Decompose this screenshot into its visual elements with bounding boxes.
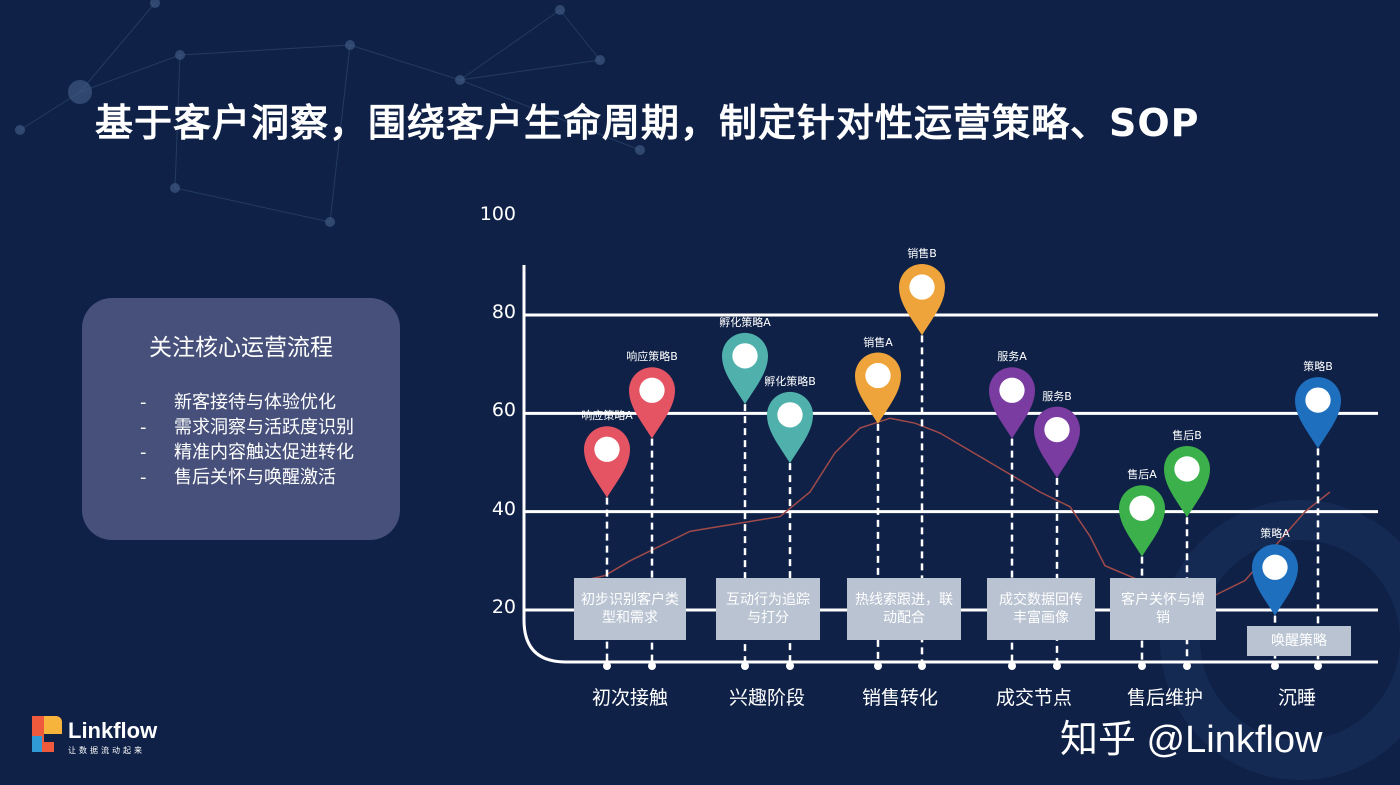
pin-hole [1174,456,1200,482]
focus-item: - 精准内容触达促进转化 [140,442,354,463]
pin-hole [732,343,758,369]
pin-label: 销售B [907,247,937,261]
pin-label: 策略B [1303,360,1333,374]
y-tick-label: 80 [491,301,516,323]
stage-description-box: 客户关怀与增销 [1110,578,1216,640]
bullet-dash: - [140,417,147,438]
axis-line [522,265,1378,664]
axis-dot [1053,662,1061,670]
axis-dot [741,662,749,670]
pin-hole [865,362,891,389]
y-tick-label: 100 [479,202,516,225]
axis-dot [648,662,656,670]
pin-label: 销售A [863,335,893,349]
pin-hole [1129,495,1155,521]
axis-dot [1008,662,1016,670]
bullet-dash: - [140,467,147,488]
axis-dot [1314,662,1322,670]
stage-description-box: 初步识别客户类型和需求 [574,578,686,640]
pin-label: 服务B [1042,389,1072,403]
axis-dot [603,662,611,670]
pin-label: 响应策略B [626,350,678,364]
pin-hole [999,377,1025,403]
stage-description-box: 成交数据回传丰富画像 [987,578,1095,640]
linkflow-logo-icon [32,716,62,752]
focus-item: - 新客接待与体验优化 [140,392,336,413]
watermark: 知乎 @Linkflow [1060,719,1323,761]
stage-label: 销售转化 [861,687,938,709]
pin-label: 孵化策略A [719,315,771,329]
focus-list: - 新客接待与体验优化 - 需求洞察与活跃度识别 - 精准内容触达促进转化 - 售后关怀… [140,390,354,490]
axis-dot [874,662,882,670]
page-title: 基于客户洞察，围绕客户生命周期，制定针对性运营策略、SOP [95,101,1200,145]
stage-label: 兴趣阶段 [728,687,805,709]
focus-panel-title: 关注核心运营流程 [149,335,333,361]
pin-label: 售后B [1172,428,1202,442]
stage-label: 成交节点 [995,687,1072,709]
axis-dot [1138,662,1146,670]
brand-slogan: 让数据流动起来 [68,746,145,755]
y-tick-label: 60 [491,399,516,422]
pin-hole [1305,387,1331,413]
axis-dot [1183,662,1191,670]
stage-label: 售后维护 [1126,687,1203,709]
pin-label: 孵化策略B [764,374,816,388]
axis-dot [918,662,926,670]
focus-panel: 关注核心运营流程 - 新客接待与体验优化 - 需求洞察与活跃度识别 - 精准内容触达促… [82,298,400,540]
brand-name: Linkflow [68,718,158,743]
pin-label: 响应策略A [581,409,633,423]
trend-curve [582,417,1331,596]
bullet-dash: - [140,392,147,413]
y-tick-label: 20 [491,596,516,618]
pin-hole [639,377,665,403]
pin-hole [777,402,803,428]
pin-hole [1044,416,1070,443]
stage-label: 沉睡 [1277,687,1316,709]
bullet-dash: - [140,442,147,463]
focus-item: - 需求洞察与活跃度识别 [140,417,354,438]
pin-label: 策略A [1260,527,1290,541]
pin-hole [594,436,620,462]
stage-description-box: 唤醒策略 [1247,626,1351,656]
stage-label: 初次接触 [591,687,668,709]
axis-dot [1271,662,1279,670]
pin-hole [1262,554,1288,580]
pin-hole [909,274,935,300]
pin-label: 服务A [997,350,1027,364]
focus-item: - 售后关怀与唤醒激活 [140,467,336,488]
pin-label: 售后A [1127,468,1157,482]
stage-description-box: 互动行为追踪与打分 [716,578,820,640]
y-tick-label: 40 [491,497,516,520]
axis-dot [786,662,794,670]
stage-description-box: 热线索跟进，联动配合 [847,578,961,640]
